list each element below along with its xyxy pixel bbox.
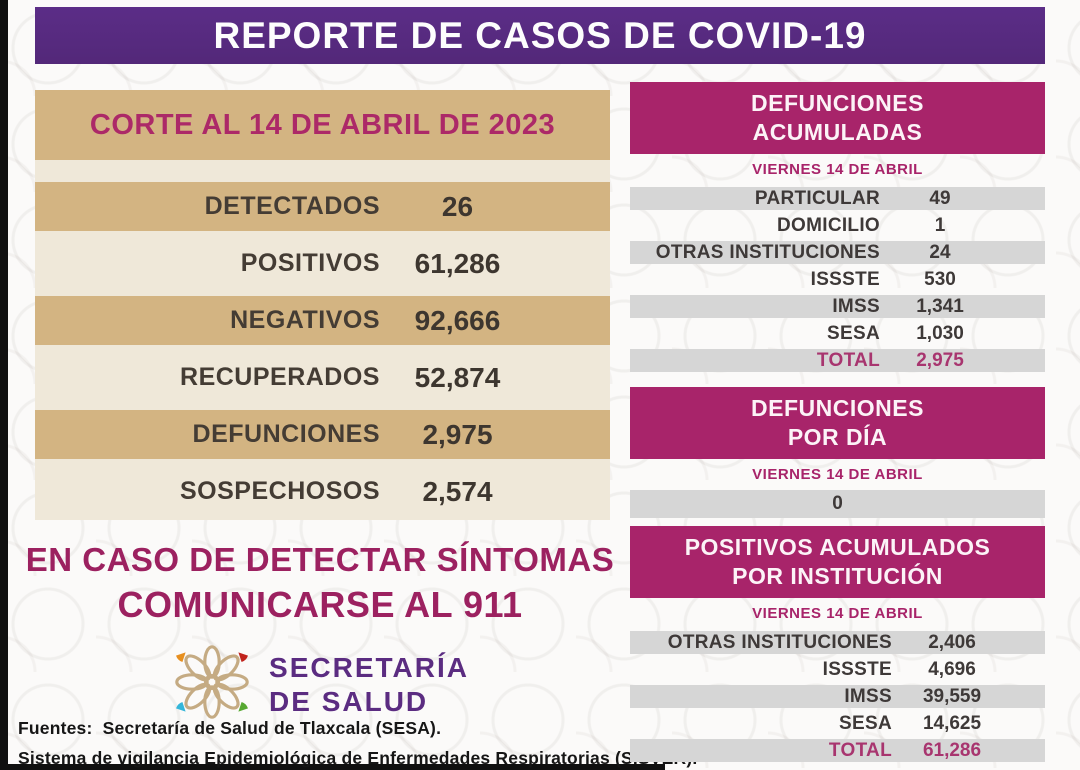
- deaths-row-imss: IMSS 1,341: [630, 293, 1045, 320]
- positives-by-institution-panel: POSITIVOS ACUMULADOS POR INSTITUCIÓN VIE…: [630, 526, 1045, 764]
- row-label: SOSPECHOSOS: [180, 477, 380, 505]
- cutoff-date-label: CORTE AL 14 DE ABRIL DE 2023: [89, 108, 556, 141]
- positives-row-otras-instituciones: OTRAS INSTITUCIONES 2,406: [630, 629, 1045, 656]
- row-label: OTRAS INSTITUCIONES: [655, 241, 880, 263]
- panel-header: DEFUNCIONES POR DÍA: [630, 387, 1045, 459]
- panel-title-line-2: POR INSTITUCIÓN: [732, 563, 943, 589]
- summary-header: CORTE AL 14 DE ABRIL DE 2023: [35, 90, 610, 160]
- summary-row-sospechosos: SOSPECHOSOS 2,574: [35, 463, 610, 520]
- sources-footer: Fuentes: Secretaría de Salud de Tlaxcala…: [18, 718, 697, 769]
- logo-wordmark: SECRETARÍA DE SALUD: [269, 651, 469, 718]
- panel-title-line-1: DEFUNCIONES: [751, 90, 924, 117]
- row-label: SESA: [827, 322, 880, 344]
- deaths-row-particular: PARTICULAR 49: [630, 185, 1045, 212]
- row-label: NEGATIVOS: [230, 306, 380, 334]
- panel-date: VIERNES 14 DE ABRIL: [752, 466, 923, 483]
- health-ministry-logo: SECRETARÍA DE SALUD: [10, 642, 630, 727]
- row-label: IMSS: [832, 295, 880, 317]
- advice-line-1: EN CASO DE DETECTAR SÍNTOMAS: [25, 541, 615, 578]
- row-label: PARTICULAR: [754, 187, 880, 209]
- row-label: RECUPERADOS: [180, 363, 380, 391]
- total-value: 61,286: [922, 739, 982, 761]
- title-banner: REPORTE DE CASOS DE COVID-19: [35, 7, 1045, 64]
- row-value: 2,975: [422, 418, 493, 450]
- row-value: 14,625: [922, 712, 982, 734]
- row-value: 39,559: [922, 685, 982, 707]
- row-value: 61,286: [414, 247, 501, 279]
- positives-row-issste: ISSSTE 4,696: [630, 656, 1045, 683]
- daily-deaths-value: 0: [630, 490, 1045, 518]
- panel-title-line-2: ACUMULADAS: [752, 119, 923, 145]
- panel-title-line-1: DEFUNCIONES: [751, 395, 924, 422]
- row-value: 52,874: [414, 361, 501, 393]
- summary-spacer: [35, 160, 610, 178]
- panel-date: VIERNES 14 DE ABRIL: [752, 161, 923, 178]
- row-value: 92,666: [414, 304, 501, 336]
- row-value: 2,406: [928, 631, 976, 653]
- deaths-row-domicilio: DOMICILIO 1: [630, 212, 1045, 239]
- row-label: ISSSTE: [822, 658, 892, 680]
- row-value: 2,574: [422, 475, 493, 507]
- row-label: ISSSTE: [810, 268, 880, 290]
- row-label: POSITIVOS: [240, 249, 380, 277]
- positives-row-imss: IMSS 39,559: [630, 683, 1045, 710]
- summary-row-recuperados: RECUPERADOS 52,874: [35, 349, 610, 406]
- row-label: DETECTADOS: [204, 192, 380, 220]
- total-label: TOTAL: [816, 349, 880, 371]
- row-value: 49: [929, 187, 951, 209]
- row-label: DEFUNCIONES: [192, 420, 380, 448]
- row-value: 1,030: [916, 322, 964, 344]
- panel-header: DEFUNCIONES ACUMULADAS: [630, 82, 1045, 154]
- bottom-frame-edge: [0, 764, 665, 770]
- advice-line-2: COMUNICARSE AL 911: [117, 584, 523, 625]
- row-label: SESA: [839, 712, 892, 734]
- panel-date: VIERNES 14 DE ABRIL: [752, 605, 923, 622]
- deaths-row-otras-instituciones: OTRAS INSTITUCIONES 24: [630, 239, 1045, 266]
- row-label: IMSS: [844, 685, 892, 707]
- deaths-total-row: TOTAL 2,975: [630, 347, 1045, 374]
- total-label: TOTAL: [828, 739, 892, 761]
- positives-row-sesa: SESA 14,625: [630, 710, 1045, 737]
- row-value: 4,696: [928, 658, 976, 680]
- logo-text-line-1: SECRETARÍA: [269, 651, 469, 683]
- sources-line-2: Sistema de vigilancia Epidemiológica de …: [18, 748, 698, 768]
- symptoms-advice: EN CASO DE DETECTAR SÍNTOMAS COMUNICARSE…: [10, 541, 630, 626]
- row-value: 24: [929, 241, 951, 263]
- summary-row-defunciones: DEFUNCIONES 2,975: [35, 406, 610, 463]
- flower-rosette-icon: [171, 642, 253, 727]
- row-label: DOMICILIO: [777, 214, 880, 236]
- row-value: 1,341: [916, 295, 964, 317]
- deaths-accumulated-panel: DEFUNCIONES ACUMULADAS VIERNES 14 DE ABR…: [630, 82, 1045, 374]
- summary-table: CORTE AL 14 DE ABRIL DE 2023 DETECTADOS …: [35, 90, 610, 520]
- summary-row-positivos: POSITIVOS 61,286: [35, 235, 610, 292]
- left-frame-edge: [0, 0, 8, 770]
- panel-title-line-1: POSITIVOS ACUMULADOS: [684, 534, 991, 561]
- total-value: 2,975: [916, 349, 964, 371]
- logo-text-line-2: DE SALUD: [269, 685, 429, 717]
- row-label: OTRAS INSTITUCIONES: [667, 631, 892, 653]
- deaths-row-sesa: SESA 1,030: [630, 320, 1045, 347]
- daily-deaths-panel: DEFUNCIONES POR DÍA VIERNES 14 DE ABRIL …: [630, 387, 1045, 518]
- positives-total-row: TOTAL 61,286: [630, 737, 1045, 764]
- right-column: DEFUNCIONES ACUMULADAS VIERNES 14 DE ABR…: [630, 82, 1045, 764]
- row-value: 26: [441, 190, 474, 222]
- row-value: 1: [934, 214, 946, 236]
- panel-header: POSITIVOS ACUMULADOS POR INSTITUCIÓN: [630, 526, 1045, 598]
- row-value: 530: [924, 268, 956, 290]
- summary-row-detectados: DETECTADOS 26: [35, 178, 610, 235]
- summary-row-negativos: NEGATIVOS 92,666: [35, 292, 610, 349]
- page-title: REPORTE DE CASOS DE COVID-19: [213, 14, 867, 56]
- sources-line-1: Fuentes: Secretaría de Salud de Tlaxcala…: [18, 718, 442, 738]
- panel-title-line-2: POR DÍA: [787, 424, 888, 450]
- deaths-row-issste: ISSSTE 530: [630, 266, 1045, 293]
